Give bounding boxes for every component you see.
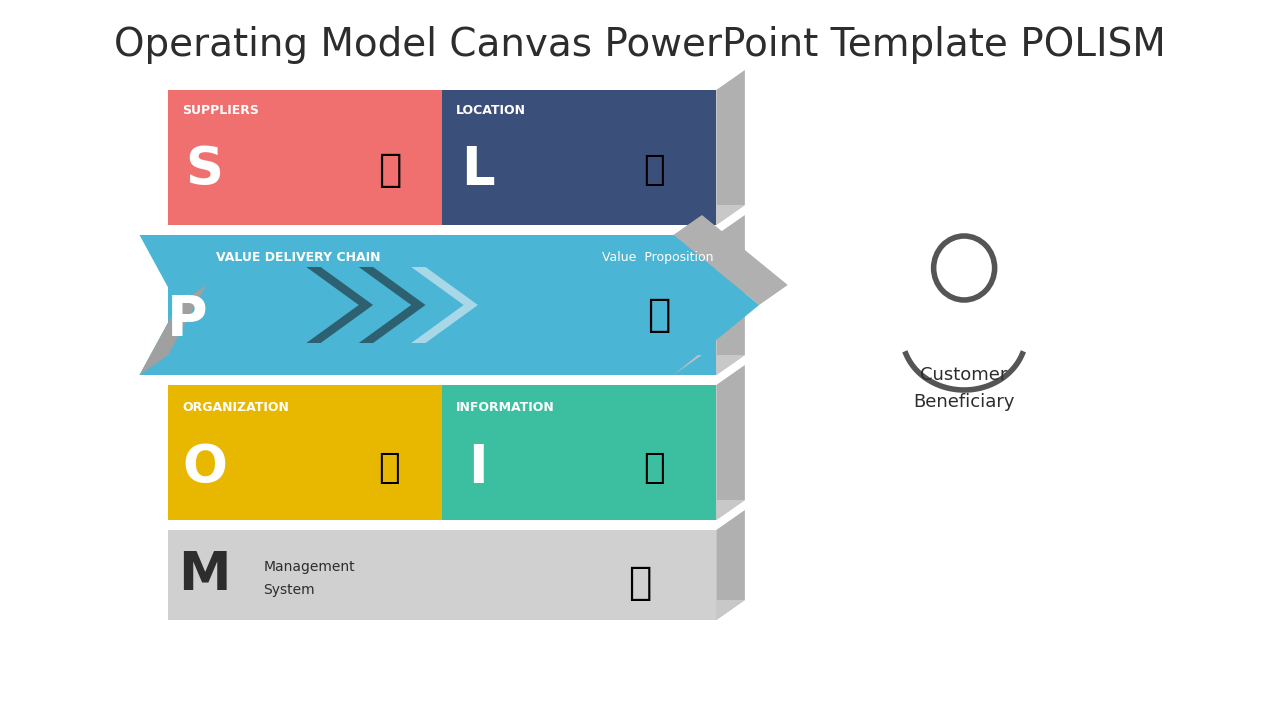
Text: O: O — [182, 442, 227, 494]
Polygon shape — [717, 70, 745, 225]
Text: SUPPLIERS: SUPPLIERS — [183, 104, 260, 117]
Text: Value  Proposition: Value Proposition — [602, 251, 713, 264]
Text: VALUE DELIVERY CHAIN: VALUE DELIVERY CHAIN — [216, 251, 380, 264]
Text: INFORMATION: INFORMATION — [456, 400, 554, 413]
Text: Management: Management — [264, 560, 355, 574]
Polygon shape — [140, 285, 206, 375]
Text: L: L — [461, 144, 495, 196]
Text: P: P — [166, 293, 207, 347]
Text: System: System — [264, 583, 315, 597]
Polygon shape — [168, 355, 745, 375]
FancyBboxPatch shape — [168, 385, 442, 520]
Polygon shape — [168, 500, 745, 520]
Text: ⏳: ⏳ — [628, 564, 652, 602]
FancyBboxPatch shape — [168, 530, 717, 620]
Polygon shape — [140, 355, 701, 375]
Text: LOCATION: LOCATION — [456, 104, 526, 117]
FancyBboxPatch shape — [168, 235, 717, 375]
Polygon shape — [168, 600, 745, 620]
Text: Operating Model Canvas PowerPoint Template POLISM: Operating Model Canvas PowerPoint Templa… — [114, 26, 1166, 64]
FancyBboxPatch shape — [168, 90, 717, 225]
Text: 📰: 📰 — [644, 451, 666, 485]
Text: ORGANIZATION: ORGANIZATION — [183, 400, 289, 413]
FancyBboxPatch shape — [168, 90, 442, 225]
Polygon shape — [358, 267, 425, 343]
Polygon shape — [717, 365, 745, 520]
Text: Beneficiary: Beneficiary — [914, 393, 1015, 411]
Text: 🏭: 🏭 — [644, 153, 666, 187]
Polygon shape — [411, 267, 477, 343]
FancyBboxPatch shape — [442, 90, 717, 225]
Text: M: M — [178, 549, 230, 601]
Polygon shape — [717, 215, 745, 375]
Polygon shape — [168, 205, 745, 225]
Text: I: I — [468, 442, 488, 494]
Text: S: S — [186, 144, 223, 196]
Polygon shape — [673, 215, 787, 305]
Text: Customer: Customer — [920, 366, 1007, 384]
Polygon shape — [306, 267, 372, 343]
Text: 🚚: 🚚 — [378, 151, 401, 189]
Polygon shape — [717, 510, 745, 620]
FancyBboxPatch shape — [168, 385, 717, 520]
Text: 🎁: 🎁 — [648, 296, 671, 334]
FancyBboxPatch shape — [442, 385, 717, 520]
Text: 👥: 👥 — [379, 451, 401, 485]
Polygon shape — [140, 235, 759, 375]
